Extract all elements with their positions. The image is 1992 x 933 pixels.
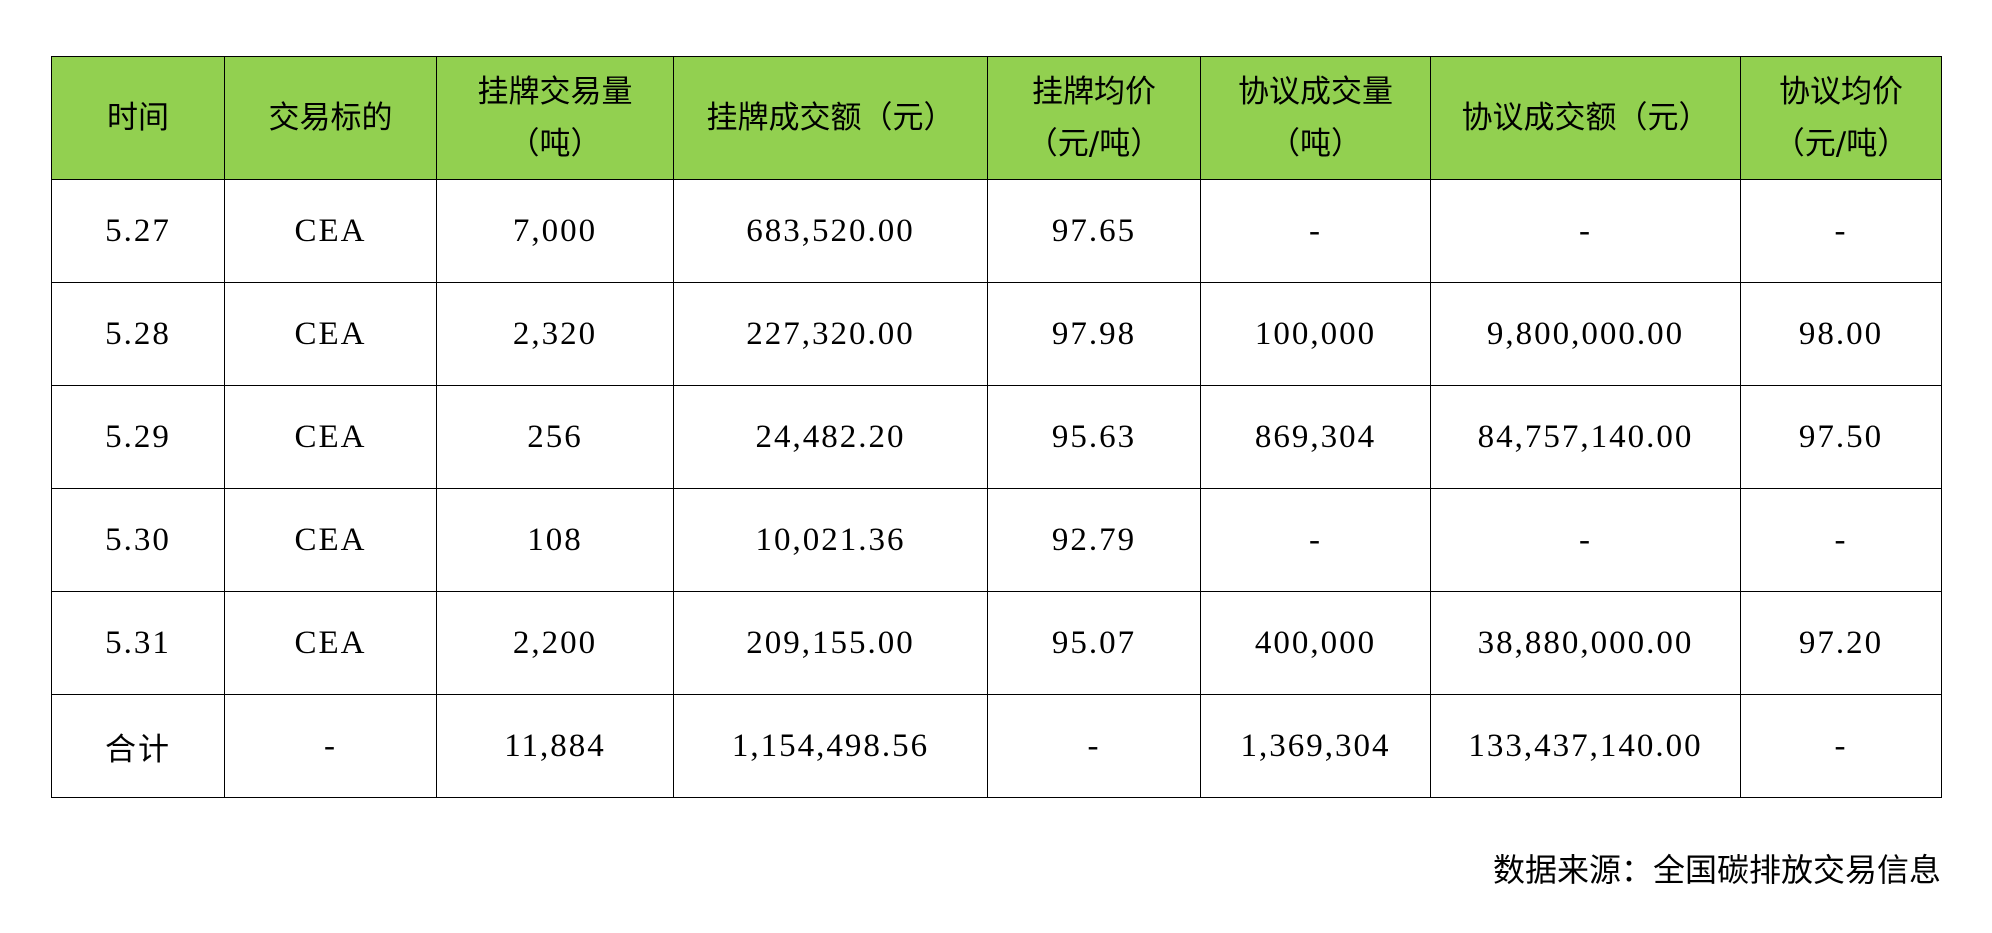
table-cell: 400,000 <box>1200 591 1431 695</box>
table-row: 5.29 CEA 256 24,482.20 95.63 869,304 84,757,14… <box>51 385 1942 489</box>
table-cell: - <box>1430 488 1741 592</box>
trading-table: 时间 交易标的 挂牌交易量 （吨） 挂牌成交额（元） 挂牌均价 （元/吨） 协议成交量 （… <box>51 56 1942 798</box>
table-cell: 97.20 <box>1740 591 1942 695</box>
table-cell: 92.79 <box>987 488 1201 592</box>
table-row: 5.28 CEA 2,320 227,320.00 97.98 100,000 9,800,… <box>51 282 1942 386</box>
table-cell: - <box>1740 179 1942 283</box>
table-cell: 869,304 <box>1200 385 1431 489</box>
column-header: 协议均价 （元/吨） <box>1740 56 1942 180</box>
total-row: 合计 -11,884 1,154,498.56-1,369,304 133,437,1… <box>51 694 1942 798</box>
column-header: 交易标的 <box>224 56 437 180</box>
table-row: 5.27 CEA 7,000 683,520.00 97.65- - - <box>51 179 1942 283</box>
table-cell: 97.65 <box>987 179 1201 283</box>
table-cell: 2,200 <box>436 591 674 695</box>
table-cell: 38,880,000.00 <box>1430 591 1741 695</box>
source-note: 数据来源：全国碳排放交易信息 <box>1492 851 1941 889</box>
table-cell: 合计 <box>51 694 225 798</box>
table-cell: 5.28 <box>51 282 225 386</box>
table-cell: 5.31 <box>51 591 225 695</box>
table-cell: 97.50 <box>1740 385 1942 489</box>
table-cell: - <box>1430 179 1741 283</box>
table-cell: - <box>224 694 437 798</box>
table-cell: 2,320 <box>436 282 674 386</box>
table-cell: - <box>1200 488 1431 592</box>
column-header: 协议成交额（元） <box>1430 56 1741 180</box>
header-row: 时间 交易标的 挂牌交易量 （吨） 挂牌成交额（元） 挂牌均价 （元/吨） 协议成交量 （… <box>51 56 1942 180</box>
table-cell: 97.98 <box>987 282 1201 386</box>
table-cell: 1,369,304 <box>1200 694 1431 798</box>
column-header: 挂牌交易量 （吨） <box>436 56 674 180</box>
table-cell: 84,757,140.00 <box>1430 385 1741 489</box>
table-cell: 98.00 <box>1740 282 1942 386</box>
table-cell: 24,482.20 <box>673 385 988 489</box>
table-cell: 227,320.00 <box>673 282 988 386</box>
table-row: 5.31 CEA 2,200 209,155.00 95.07 400,000 38,880… <box>51 591 1942 695</box>
table-cell: 5.30 <box>51 488 225 592</box>
table-cell: 95.63 <box>987 385 1201 489</box>
column-header: 时间 <box>51 56 225 180</box>
table-cell: - <box>1200 179 1431 283</box>
table-cell: 209,155.00 <box>673 591 988 695</box>
table-row: 5.30 CEA 108 10,021.36 92.79- - - <box>51 488 1942 592</box>
table-cell: 5.29 <box>51 385 225 489</box>
table-cell: 108 <box>436 488 674 592</box>
table-cell: 256 <box>436 385 674 489</box>
table-cell: - <box>987 694 1201 798</box>
table-cell: 10,021.36 <box>673 488 988 592</box>
table-cell: CEA <box>224 282 437 386</box>
table-cell: 133,437,140.00 <box>1430 694 1741 798</box>
table-cell: 9,800,000.00 <box>1430 282 1741 386</box>
table-cell: 100,000 <box>1200 282 1431 386</box>
column-header: 挂牌成交额（元） <box>673 56 988 180</box>
table-cell: 683,520.00 <box>673 179 988 283</box>
table-cell: CEA <box>224 591 437 695</box>
table-cell: CEA <box>224 385 437 489</box>
table-cell: 5.27 <box>51 179 225 283</box>
table-cell: CEA <box>224 488 437 592</box>
column-header: 挂牌均价 （元/吨） <box>987 56 1201 180</box>
table-cell: 11,884 <box>436 694 674 798</box>
table-cell: 95.07 <box>987 591 1201 695</box>
table-cell: - <box>1740 488 1942 592</box>
table-cell: 1,154,498.56 <box>673 694 988 798</box>
table-cell: CEA <box>224 179 437 283</box>
table-cell: - <box>1740 694 1942 798</box>
column-header: 协议成交量 （吨） <box>1200 56 1431 180</box>
table-cell: 7,000 <box>436 179 674 283</box>
